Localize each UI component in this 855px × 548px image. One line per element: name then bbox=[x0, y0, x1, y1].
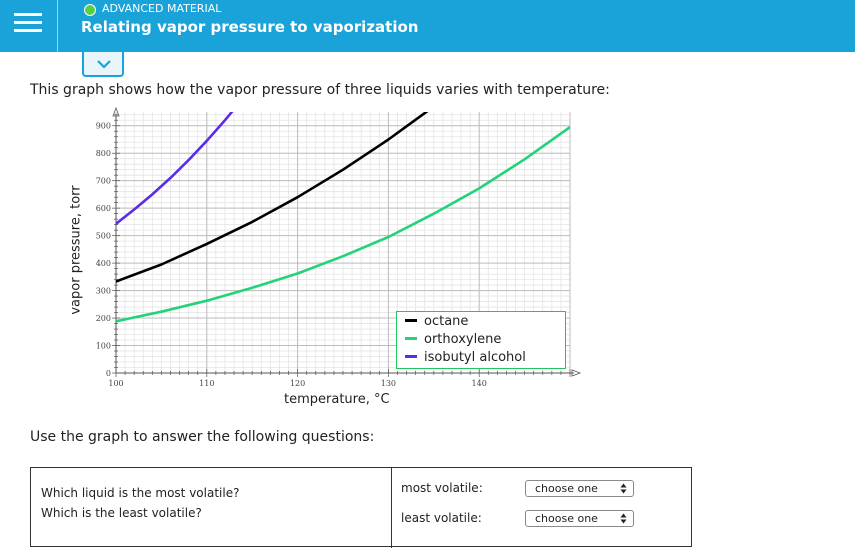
answer-label-most: most volatile: bbox=[401, 481, 483, 495]
legend-label: orthoxylene bbox=[424, 332, 502, 347]
y-tick-label: 400 bbox=[96, 259, 111, 268]
series-line-octane bbox=[116, 112, 429, 283]
collapse-toggle-button[interactable] bbox=[82, 52, 124, 77]
legend-label: octane bbox=[424, 314, 469, 329]
y-tick-label: 0 bbox=[106, 369, 111, 378]
x-axis-arrow-icon bbox=[571, 369, 582, 377]
status-dot-icon bbox=[84, 4, 96, 16]
chevron-down-icon bbox=[97, 60, 111, 69]
legend-swatch-icon bbox=[405, 319, 417, 322]
x-tick-label: 120 bbox=[290, 379, 305, 388]
x-axis-label: temperature, °C bbox=[284, 392, 390, 407]
most-volatile-select[interactable]: choose one bbox=[525, 480, 634, 497]
chart-legend: octane orthoxylene isobutyl alcohol bbox=[396, 311, 566, 369]
legend-swatch-icon bbox=[405, 355, 417, 358]
x-tick-label: 100 bbox=[108, 379, 123, 388]
select-value: choose one bbox=[535, 482, 598, 495]
legend-item-octane: octane bbox=[405, 313, 468, 331]
select-arrows-icon bbox=[620, 513, 627, 524]
status-label: ADVANCED MATERIAL bbox=[102, 2, 222, 15]
questions-intro: Use the graph to answer the following qu… bbox=[30, 429, 375, 445]
y-tick-label: 300 bbox=[96, 287, 111, 296]
table-divider bbox=[391, 468, 392, 548]
x-tick-label: 140 bbox=[472, 379, 487, 388]
legend-item-isobutyl-alcohol: isobutyl alcohol bbox=[405, 349, 526, 367]
select-arrows-icon bbox=[620, 483, 627, 494]
question-least-volatile: Which is the least volatile? bbox=[41, 506, 202, 520]
series-line-isobutyl-alcohol bbox=[116, 112, 234, 225]
y-tick-label: 700 bbox=[96, 177, 111, 186]
least-volatile-select[interactable]: choose one bbox=[525, 510, 634, 527]
hamburger-menu-icon[interactable] bbox=[0, 0, 58, 52]
y-axis-arrow-icon bbox=[112, 106, 120, 117]
y-axis-label: vapor pressure, torr bbox=[68, 185, 84, 315]
y-tick-label: 500 bbox=[96, 232, 111, 241]
x-tick-label: 110 bbox=[199, 379, 214, 388]
select-value: choose one bbox=[535, 512, 598, 525]
x-tick-label: 130 bbox=[381, 379, 396, 388]
y-tick-label: 100 bbox=[96, 342, 111, 351]
series-line-orthoxylene bbox=[116, 126, 570, 323]
y-tick-label: 900 bbox=[96, 122, 111, 131]
legend-label: isobutyl alcohol bbox=[424, 350, 526, 365]
page-title: Relating vapor pressure to vaporization bbox=[81, 18, 419, 36]
y-tick-label: 600 bbox=[96, 204, 111, 213]
question-most-volatile: Which liquid is the most volatile? bbox=[41, 486, 240, 500]
y-tick-label: 800 bbox=[96, 149, 111, 158]
vapor-pressure-chart: 100 110 120 130 1400100200300400500600700800… bbox=[96, 106, 582, 388]
header-bar: ADVANCED MATERIAL Relating vapor pressur… bbox=[0, 0, 855, 52]
y-tick-label: 200 bbox=[96, 314, 111, 323]
answer-label-least: least volatile: bbox=[401, 511, 482, 525]
legend-swatch-icon bbox=[405, 337, 417, 340]
question-table: Which liquid is the most volatile? Which… bbox=[30, 467, 692, 548]
legend-item-orthoxylene: orthoxylene bbox=[405, 331, 501, 349]
intro-text: This graph shows how the vapor pressure … bbox=[30, 82, 610, 98]
